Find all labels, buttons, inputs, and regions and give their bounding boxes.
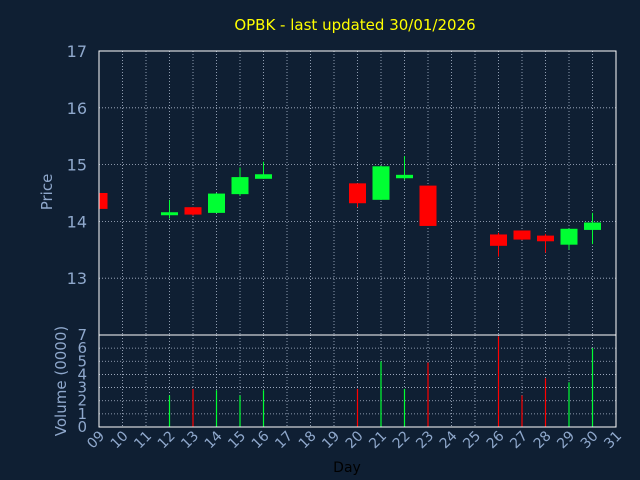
volume-bars [168,336,594,427]
price-y-ticks: 17 16 15 14 13 [67,42,87,288]
x-tick-label: 14 [202,428,226,452]
candle [255,161,272,179]
candle [584,212,601,245]
candle-body [560,228,578,245]
x-tick-label: 13 [178,428,202,452]
candle [208,193,225,213]
candle [419,185,437,226]
candle-body [99,193,108,209]
x-tick-label: 30 [578,428,602,452]
candle-body [584,222,601,230]
candle [372,165,390,200]
volume-tick-label: 0 [77,418,87,436]
chart-title: OPBK - last updated 30/01/2026 [234,16,475,34]
candle-body [372,166,390,200]
candle-body [419,185,437,226]
x-tick-label: 21 [366,428,390,452]
x-tick-label: 20 [343,428,367,452]
x-tick-label: 23 [413,428,437,452]
x-tick-label: 09 [84,428,108,452]
x-tick-label: 31 [601,428,625,452]
x-tick-label: 17 [272,428,296,452]
x-tick-label: 12 [155,428,179,452]
candle [98,193,108,211]
volume-tick-label: 6 [77,339,87,357]
x-tick-label: 27 [507,428,531,452]
candles [98,156,601,257]
candle-body [184,207,202,215]
x-tick-label: 24 [437,428,461,452]
candle-body [349,183,366,204]
volume-frame [98,334,617,428]
price-tick-label: 14 [67,212,87,231]
price-tick-label: 16 [67,99,87,118]
x-ticks: 09 10 11 12 13 14 15 16 17 18 19 20 21 22 23 24 25 26 27 28… [84,428,625,452]
candle [396,156,413,180]
x-tick-label: 22 [390,428,414,452]
x-tick-label: 10 [108,428,132,452]
x-tick-label: 29 [554,428,578,452]
candle-body [490,234,507,246]
price-tick-label: 15 [67,156,87,175]
candle-body [513,230,531,240]
x-tick-label: 16 [249,428,273,452]
x-tick-label: 19 [319,428,343,452]
volume-tick-label: 5 [77,352,87,370]
candle-body [231,177,249,195]
volume-tick-label: 1 [77,405,87,423]
x-axis-label: Day [333,460,361,476]
x-tick-label: 25 [460,428,484,452]
price-panel: 17 16 15 14 13 Price [38,42,617,336]
volume-tick-label: 3 [77,379,87,397]
candle-body [537,235,554,242]
price-tick-label: 17 [67,42,87,61]
price-axis-label: Price [38,174,56,211]
candle-body [208,193,225,213]
candle [184,207,202,216]
volume-axis-label: Volume (0000) [52,326,70,436]
volume-tick-label: 2 [77,392,87,410]
candle [161,199,178,219]
candle [490,232,507,257]
candle-body [161,212,178,216]
x-tick-label: 15 [225,428,249,452]
candle [513,230,531,241]
candle [560,228,578,250]
candle-body [396,174,413,179]
candle-body [255,174,272,179]
x-tick-label: 11 [131,428,155,452]
candle [349,183,366,208]
candle [231,167,249,196]
price-tick-label: 13 [67,269,87,288]
candle [537,233,554,253]
volume-tick-label: 7 [77,326,87,344]
volume-tick-label: 4 [77,365,87,383]
x-tick-label: 26 [484,428,508,452]
x-tick-label: 28 [531,428,555,452]
x-tick-label: 18 [296,428,320,452]
